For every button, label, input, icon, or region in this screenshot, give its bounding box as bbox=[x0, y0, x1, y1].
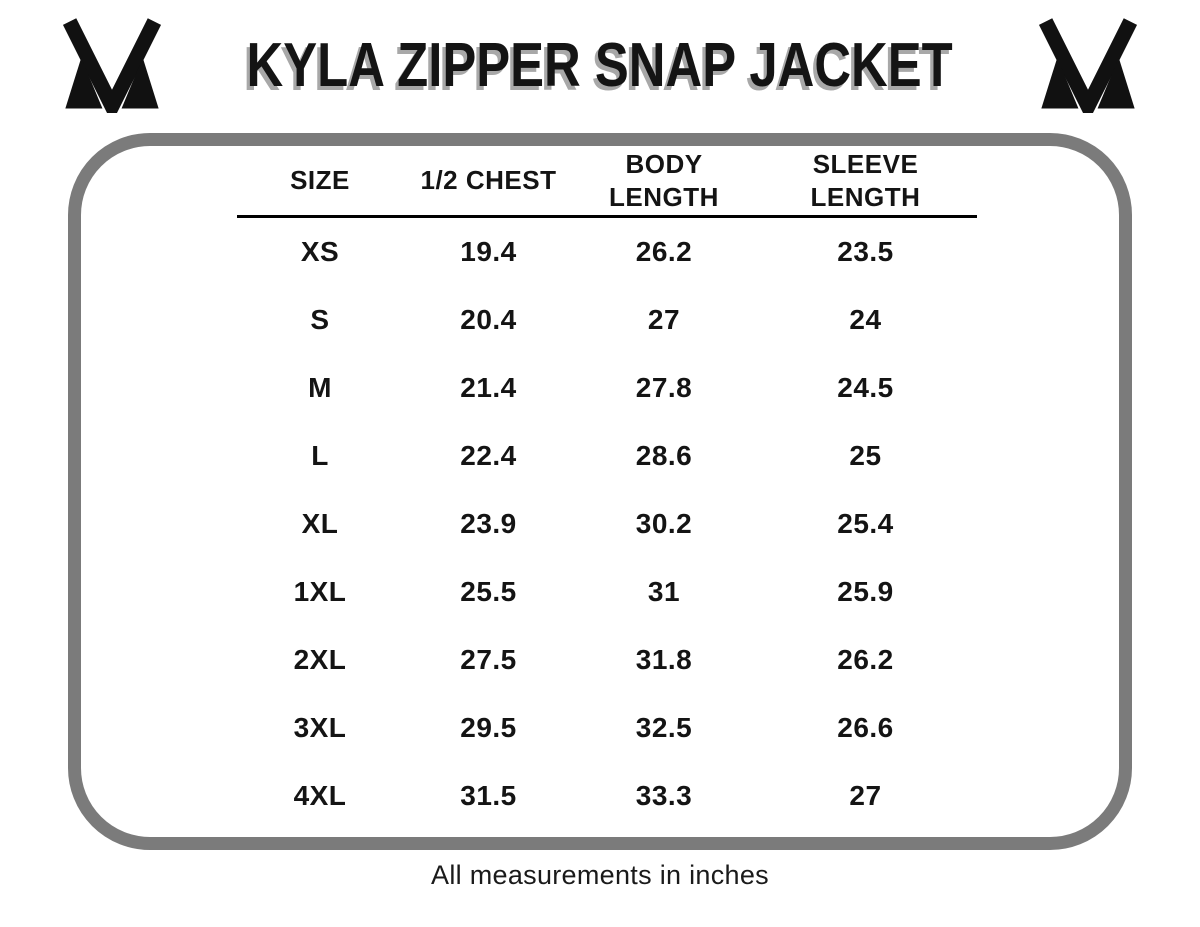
chest-cell: 31.5 bbox=[460, 780, 517, 811]
sleeve-cell: 24 bbox=[849, 304, 882, 335]
sleeve-cell: 23.5 bbox=[837, 236, 894, 267]
size-chart-panel: SIZE 1/2 CHEST BODY LENGTH SLEEVE LENGTH… bbox=[68, 133, 1132, 850]
table-row-xl: XL 23.9 30.2 25.4 bbox=[237, 490, 977, 558]
table-row-l: L 22.4 28.6 25 bbox=[237, 422, 977, 490]
size-cell: 1XL bbox=[293, 576, 347, 607]
table-row-xs: XS 19.4 26.2 23.5 bbox=[237, 218, 977, 286]
mv-monogram-icon bbox=[63, 18, 162, 113]
sleeve-cell: 26.2 bbox=[837, 644, 894, 675]
chest-cell: 20.4 bbox=[460, 304, 517, 335]
body-length-cell: 27.8 bbox=[635, 372, 693, 403]
body-length-cell: 30.2 bbox=[635, 508, 693, 539]
column-header-half-chest: 1/2 CHEST bbox=[420, 165, 557, 196]
column-header-size: SIZE bbox=[290, 165, 350, 196]
table-row-1xl: 1XL 25.5 31 25.9 bbox=[237, 558, 977, 626]
body-length-cell: 31 bbox=[647, 576, 681, 607]
size-cell: XS bbox=[300, 236, 340, 267]
page-title: KYLA ZIPPER SNAP JACKET bbox=[246, 30, 954, 100]
sleeve-cell: 25 bbox=[849, 440, 882, 471]
table-row-2xl: 2XL 27.5 31.8 26.2 bbox=[237, 626, 977, 694]
chest-cell: 25.5 bbox=[460, 576, 517, 607]
body-length-cell: 33.3 bbox=[635, 780, 693, 811]
table-row-m: M 21.4 27.8 24.5 bbox=[237, 354, 977, 422]
body-length-cell: 27 bbox=[647, 304, 681, 335]
size-chart-table: SIZE 1/2 CHEST BODY LENGTH SLEEVE LENGTH… bbox=[237, 146, 977, 830]
body-length-cell: 26.2 bbox=[635, 236, 693, 267]
chest-cell: 29.5 bbox=[460, 712, 517, 743]
mv-monogram-icon bbox=[1038, 18, 1137, 113]
sleeve-cell: 25.9 bbox=[837, 576, 894, 607]
table-row-3xl: 3XL 29.5 32.5 26.6 bbox=[237, 694, 977, 762]
table-row-4xl: 4XL 31.5 33.3 27 bbox=[237, 762, 977, 830]
table-row-s: S 20.4 27 24 bbox=[237, 286, 977, 354]
size-cell: 4XL bbox=[293, 780, 347, 811]
size-cell: L bbox=[311, 440, 329, 471]
chest-cell: 23.9 bbox=[460, 508, 517, 539]
column-header-sleeve-length: SLEEVE LENGTH bbox=[810, 149, 921, 212]
size-cell: 2XL bbox=[293, 644, 347, 675]
table-header-row: SIZE 1/2 CHEST BODY LENGTH SLEEVE LENGTH bbox=[237, 146, 977, 218]
sleeve-cell: 25.4 bbox=[837, 508, 894, 539]
body-length-cell: 28.6 bbox=[635, 440, 693, 471]
chest-cell: 22.4 bbox=[460, 440, 517, 471]
size-cell: S bbox=[310, 304, 330, 335]
chest-cell: 21.4 bbox=[460, 372, 517, 403]
chest-cell: 27.5 bbox=[460, 644, 517, 675]
chest-cell: 19.4 bbox=[460, 236, 517, 267]
table-body: XS 19.4 26.2 23.5 S 20.4 27 24 M 21.4 27… bbox=[237, 218, 977, 830]
size-cell: M bbox=[308, 372, 332, 403]
body-length-cell: 32.5 bbox=[635, 712, 693, 743]
size-cell: 3XL bbox=[293, 712, 347, 743]
header: KYLA ZIPPER SNAP JACKET bbox=[0, 10, 1200, 120]
sleeve-cell: 26.6 bbox=[837, 712, 894, 743]
body-length-cell: 31.8 bbox=[635, 644, 693, 675]
size-cell: XL bbox=[301, 508, 339, 539]
column-header-body-length: BODY LENGTH bbox=[609, 149, 719, 212]
sleeve-cell: 27 bbox=[849, 780, 882, 811]
sleeve-cell: 24.5 bbox=[837, 372, 894, 403]
footer-note: All measurements in inches bbox=[431, 860, 769, 890]
